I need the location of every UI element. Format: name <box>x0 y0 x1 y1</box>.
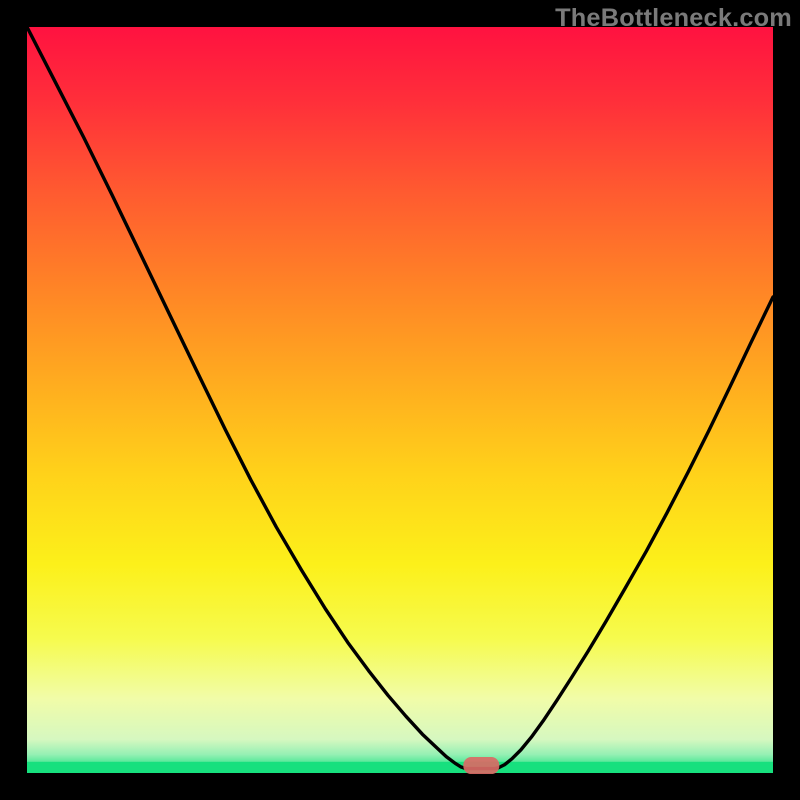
plot-background <box>27 27 773 773</box>
optimal-point-marker <box>463 757 499 774</box>
watermark-text: TheBottleneck.com <box>555 4 792 33</box>
green-strip <box>27 762 773 773</box>
chart-svg <box>0 0 800 800</box>
bottleneck-chart: TheBottleneck.com <box>0 0 800 800</box>
